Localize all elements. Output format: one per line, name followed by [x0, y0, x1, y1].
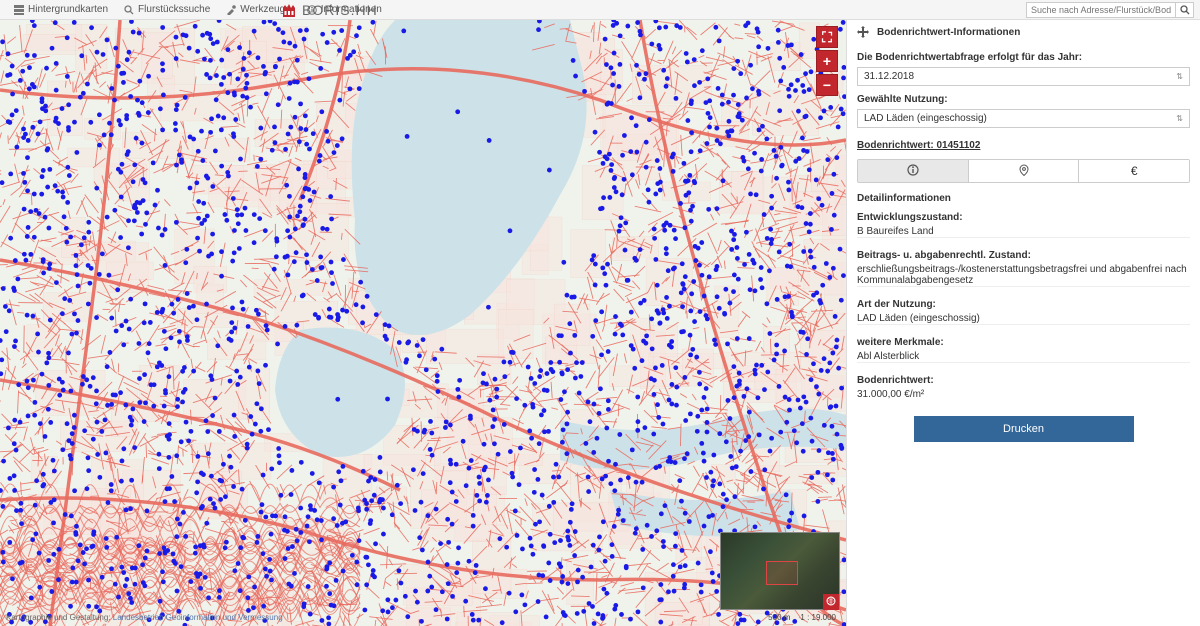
zoom-in-button[interactable]: +: [816, 50, 838, 72]
map-controls: ⛶ + −: [816, 26, 838, 96]
map-scale: 500 m 1 : 19.000: [768, 613, 836, 622]
scale-bar-label: 500 m: [768, 613, 790, 622]
detail-row: Bodenrichtwert: 31.000,00 €/m²: [857, 362, 1190, 400]
detail-value: B Baureifes Land: [857, 226, 1190, 237]
move-icon[interactable]: [857, 26, 869, 38]
detail-value: erschließungsbeitrags-/kostenerstattungs…: [857, 264, 1190, 286]
topbar: Hintergrundkarten Flurstückssuche Werkze…: [0, 0, 1200, 20]
menu-label: Flurstückssuche: [138, 4, 210, 15]
main: ⛶ + − 500 m 1 : 19.000 Kartographie und …: [0, 20, 1200, 626]
attribution-prefix: Kartographie und Gestaltung:: [6, 613, 113, 622]
detail-value: 31.000,00 €/m²: [857, 389, 1190, 400]
info-icon: [907, 164, 919, 179]
chevron-updown-icon: ⇅: [1176, 114, 1183, 123]
detail-row: weitere Merkmale: Abl Alsterblick: [857, 324, 1190, 362]
zoom-out-button[interactable]: −: [816, 74, 838, 96]
detail-tabs: €: [857, 159, 1190, 183]
year-label: Die Bodenrichtwertabfrage erfolgt für da…: [857, 52, 1190, 63]
detail-row: Art der Nutzung: LAD Läden (eingeschossig…: [857, 286, 1190, 324]
chevron-updown-icon: ⇅: [1176, 72, 1183, 81]
search-button[interactable]: [1176, 2, 1194, 18]
detail-row: Beitrags- u. abgabenrechtl. Zustand: ersc…: [857, 237, 1190, 286]
year-value: 31.12.2018: [864, 71, 914, 82]
attribution-link[interactable]: Landesbetrieb Geoinformation und Vermess…: [113, 613, 283, 622]
bodenrichtwert-link[interactable]: Bodenrichtwert: 01451102: [857, 140, 1190, 151]
tools-icon: [226, 5, 236, 15]
year-select[interactable]: 31.12.2018 ⇅: [857, 67, 1190, 86]
usage-value: LAD Läden (eingeschossig): [864, 113, 987, 124]
panel-body: Die Bodenrichtwertabfrage erfolgt für da…: [847, 52, 1200, 452]
brand: BORIS.HH: [282, 0, 378, 20]
usage-label: Gewählte Nutzung:: [857, 94, 1190, 105]
menu-flurstuecksuche[interactable]: Flurstückssuche: [116, 0, 218, 19]
layers-icon: [14, 5, 24, 15]
map-pane[interactable]: ⛶ + − 500 m 1 : 19.000 Kartographie und …: [0, 20, 846, 626]
search-icon: [124, 5, 134, 15]
detail-key: Art der Nutzung:: [857, 299, 1190, 310]
detail-row: Entwicklungszustand: B Baureifes Land: [857, 212, 1190, 237]
detail-value: Abl Alsterblick: [857, 351, 1190, 362]
fullscreen-button[interactable]: ⛶: [816, 26, 838, 48]
overview-toggle-button[interactable]: [823, 594, 839, 610]
tab-info[interactable]: [858, 160, 969, 182]
menu-hintergrundkarten[interactable]: Hintergrundkarten: [6, 0, 116, 19]
print-button[interactable]: Drucken: [914, 416, 1134, 442]
search-input[interactable]: [1026, 2, 1176, 18]
detail-value: LAD Läden (eingeschossig): [857, 313, 1190, 324]
pin-icon: [1018, 164, 1030, 179]
detail-title: Detailinformationen: [857, 193, 1190, 204]
usage-select[interactable]: LAD Läden (eingeschossig) ⇅: [857, 109, 1190, 128]
detail-key: Entwicklungszustand:: [857, 212, 1190, 223]
detail-key: weitere Merkmale:: [857, 337, 1190, 348]
tab-location[interactable]: [969, 160, 1080, 182]
search-icon: [1180, 5, 1190, 15]
euro-icon: €: [1131, 164, 1138, 178]
overview-map[interactable]: [720, 532, 840, 610]
panel-header: Bodenrichtwert-Informationen: [847, 20, 1200, 44]
map-attribution: Kartographie und Gestaltung: Landesbetri…: [6, 613, 283, 622]
detail-key: Bodenrichtwert:: [857, 375, 1190, 386]
info-panel: Bodenrichtwert-Informationen Die Bodenri…: [846, 20, 1200, 626]
panel-title: Bodenrichtwert-Informationen: [877, 27, 1020, 38]
search-wrap: [1026, 2, 1194, 18]
detail-key: Beitrags- u. abgabenrechtl. Zustand:: [857, 250, 1190, 261]
menu-label: Hintergrundkarten: [28, 4, 108, 15]
tab-euro[interactable]: €: [1079, 160, 1189, 182]
scale-ratio: 1 : 19.000: [800, 613, 836, 622]
hamburg-logo-icon: [282, 2, 296, 18]
brand-text: BORIS.HH: [302, 2, 378, 18]
globe-icon: [826, 596, 836, 609]
